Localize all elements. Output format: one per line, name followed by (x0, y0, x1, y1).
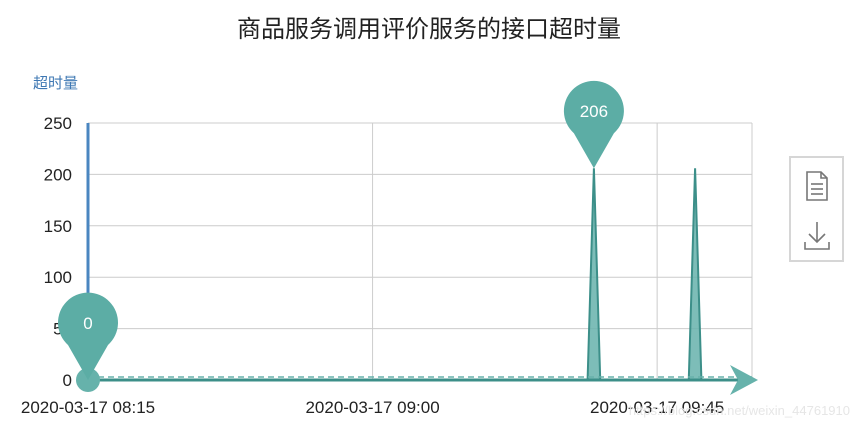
mark-point-pin (563, 80, 624, 169)
y-axis-name: 超时量 (33, 74, 78, 92)
axes (76, 123, 758, 395)
y-tick-labels: 050100150200250 (44, 114, 72, 390)
toolbox (789, 156, 844, 262)
chart-title: 商品服务调用评价服务的接口超时量 (237, 15, 621, 43)
download-icon[interactable] (801, 218, 833, 254)
x-tick-label: 2020-03-17 08:15 (21, 398, 155, 417)
series (88, 168, 752, 381)
x-tick-labels: 2020-03-17 08:15 2020-03-17 09:00 2020-03-… (21, 398, 724, 417)
y-tick-label: 250 (44, 114, 72, 133)
mark-point-label: 206 (580, 102, 608, 121)
series-line (88, 168, 752, 381)
x-tick-label: 2020-03-17 09:00 (305, 398, 439, 417)
mark-point-pin (58, 292, 118, 380)
y-tick-label: 200 (44, 165, 72, 184)
grid (88, 122, 753, 380)
y-tick-label: 0 (63, 371, 72, 390)
y-tick-label: 150 (44, 217, 72, 236)
mark-point: 0 (58, 292, 118, 380)
watermark: https://blog.csdn.net/weixin_44761910 (629, 403, 850, 418)
series-area (88, 168, 752, 380)
x-tick-label: 2020-03-17 09:45 (590, 398, 724, 417)
y-tick-label: 100 (44, 268, 72, 287)
mark-point-label: 0 (83, 314, 92, 333)
data-view-icon[interactable] (801, 168, 833, 204)
x-axis-arrow (730, 365, 758, 395)
mark-point: 206 (563, 80, 624, 169)
